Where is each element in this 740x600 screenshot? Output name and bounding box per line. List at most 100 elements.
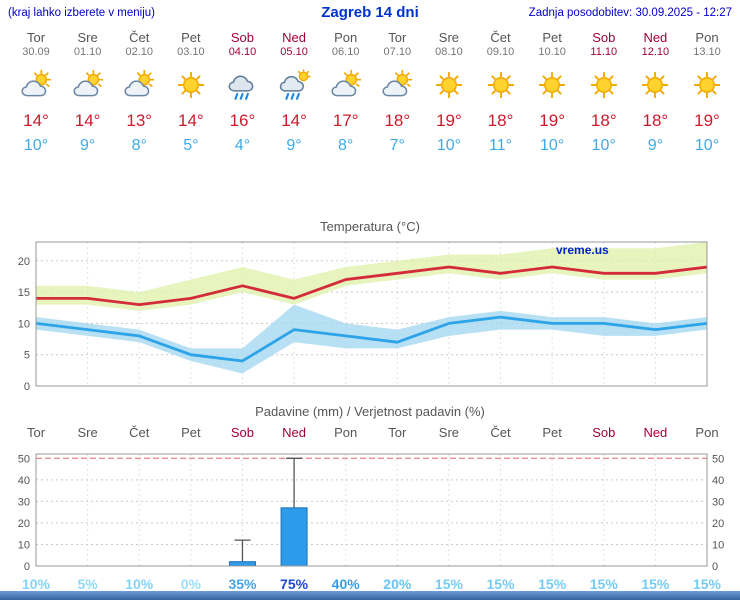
day-column-06.10: Pon 06.10 17° 8°: [318, 30, 374, 155]
temp-min: 9°: [286, 137, 302, 154]
temp-max: 14°: [74, 111, 101, 130]
svg-text:20: 20: [18, 256, 30, 268]
day-date: 08.10: [435, 46, 463, 58]
temp-min: 10°: [591, 137, 616, 154]
temp-min: 10°: [540, 137, 565, 154]
temp-min: 10°: [436, 137, 462, 154]
day-name: Čet: [490, 30, 511, 45]
precip-day-label: Čet: [490, 425, 511, 440]
precip-probability: 10%: [21, 576, 51, 592]
last-updated: Zadnja posodobitev: 30.09.2025 - 12:27: [528, 6, 732, 19]
partly-icon: [8, 68, 64, 102]
day-column-10.10: Pet 10.10 19° 10°: [524, 30, 580, 155]
precip-day-label: Pon: [695, 425, 719, 440]
day-date: 04.10: [228, 46, 257, 58]
precip-probability: 40%: [331, 576, 360, 592]
temp-min: 4°: [234, 137, 251, 154]
temp-max: 18°: [487, 111, 514, 130]
precip-probability: 15%: [486, 576, 515, 592]
precip-probability: 15%: [641, 576, 670, 592]
day-column-04.10: Sob 04.10 16° 4°: [214, 30, 270, 155]
precip-probability: 15%: [434, 576, 463, 592]
sun-icon: [679, 68, 735, 102]
day-date: 13.10: [693, 46, 721, 58]
precip-probability-row: 10% 5% 10% 0% 35% 75% 40% 20% 15% 15% 15% 15% 15% 15%: [0, 576, 740, 593]
day-name: Pet: [542, 30, 562, 45]
precip-day-label: Tor: [26, 425, 46, 440]
day-name: Ned: [643, 30, 668, 45]
temp-min: 7°: [389, 137, 405, 154]
day-name: Sre: [77, 30, 98, 45]
day-column-09.10: Čet 09.10 18° 11°: [473, 30, 529, 155]
precip-bars: [228, 457, 308, 567]
day-column-02.10: Čet 02.10 13° 8°: [111, 30, 167, 155]
temp-max: 14°: [23, 111, 49, 130]
day-date: 09.10: [486, 46, 515, 58]
precip-day-label: Sob: [230, 425, 255, 440]
precip-grid: [35, 454, 708, 566]
temp-max: 19°: [694, 111, 720, 130]
temp-axis-labels: 0 5 10 15 20: [18, 256, 30, 393]
watermark: vreme.us: [556, 243, 609, 257]
day-date: 30.09: [22, 46, 50, 58]
temp-max: 14°: [281, 111, 307, 130]
temp-max: 17°: [332, 111, 359, 130]
svg-text:20: 20: [18, 518, 30, 530]
temp-min: 10°: [694, 137, 720, 154]
rain-sun-icon: [266, 68, 322, 102]
temp-min-line: [36, 315, 707, 363]
temp-min: 5°: [183, 137, 199, 154]
precip-day-label: Sob: [592, 425, 616, 440]
svg-text:40: 40: [18, 475, 30, 487]
precip-day-label: Pet: [542, 425, 562, 440]
temp-max: 16°: [229, 111, 256, 130]
day-name: Pon: [334, 30, 358, 45]
precip-day-label: Tor: [388, 425, 407, 440]
day-name: Sob: [230, 30, 255, 45]
precip-day-labels: Tor Sre Čet Pet Sob Ned Pon Tor Sre Čet Pet Sob Ned P…: [0, 425, 740, 442]
partly-icon: [111, 68, 167, 102]
day-column-11.10: Sob 11.10 18° 10°: [576, 30, 632, 155]
day-column-13.10: Pon 13.10 19° 10°: [679, 30, 735, 155]
precip-probability: 0%: [180, 576, 201, 592]
temp-max: 18°: [384, 111, 411, 130]
sun-icon: [576, 68, 632, 102]
sun-icon: [163, 68, 219, 102]
precip-bar: [280, 507, 308, 567]
day-name: Sre: [438, 30, 460, 45]
precipitation-chart-title: Padavine (mm) / Verjetnost padavin (%): [255, 404, 485, 419]
precip-probability: 15%: [692, 576, 722, 592]
temp-min: 11°: [489, 137, 513, 154]
day-column-03.10: Pet 03.10 14° 5°: [163, 30, 219, 155]
temp-max: 18°: [642, 111, 669, 130]
svg-text:15: 15: [18, 287, 30, 299]
day-name: Sob: [592, 30, 616, 45]
day-column-30.09: Tor 30.09 14° 10°: [8, 30, 64, 155]
temperature-chart-title: Temperatura (°C): [320, 219, 420, 234]
precip-probability: 20%: [383, 576, 412, 592]
temp-max: 18°: [590, 111, 617, 130]
precip-plot-border: [35, 453, 708, 567]
svg-text:10: 10: [712, 539, 724, 551]
temp-min: 8°: [338, 137, 354, 154]
svg-text:40: 40: [712, 475, 724, 487]
partly-icon: [60, 68, 116, 102]
sun-icon: [421, 68, 477, 102]
day-column-05.10: Ned 05.10 14° 9°: [266, 30, 322, 155]
day-date: 02.10: [125, 46, 153, 58]
temp-min: 8°: [131, 137, 147, 154]
day-date: 10.10: [538, 46, 566, 58]
day-date: 11.10: [590, 46, 618, 58]
temp-plot-border: [35, 241, 708, 387]
sun-icon: [524, 68, 580, 102]
svg-text:10: 10: [18, 539, 30, 551]
day-date: 06.10: [331, 46, 360, 58]
day-name: Tor: [388, 30, 407, 45]
header: (kraj lahko izberete v meniju) Zagreb 14…: [8, 4, 732, 21]
day-date: 01.10: [73, 46, 102, 58]
precip-probability: 10%: [125, 576, 154, 592]
day-column-08.10: Sre 08.10 19° 10°: [421, 30, 477, 155]
svg-text:50: 50: [712, 453, 724, 465]
precip-day-label: Pet: [181, 425, 201, 440]
